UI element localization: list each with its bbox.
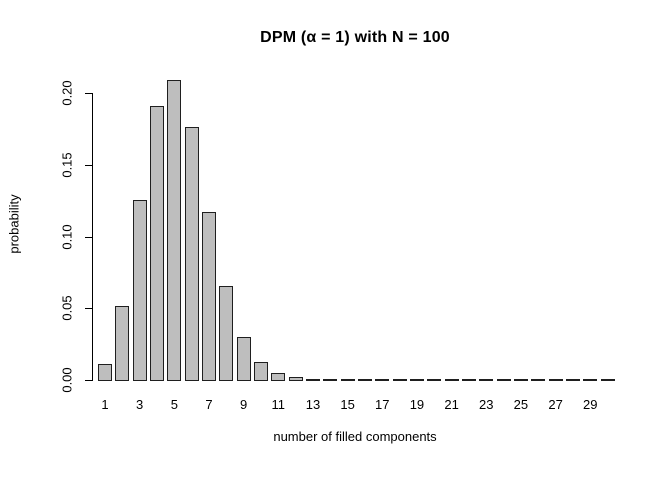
bar (445, 379, 459, 381)
bar (271, 373, 285, 381)
y-axis (92, 93, 93, 381)
bar (306, 379, 320, 381)
x-tick-label: 11 (271, 397, 286, 412)
y-axis-tick (85, 308, 92, 309)
bar (202, 212, 216, 381)
x-tick-label: 3 (136, 397, 144, 412)
x-tick-label: 15 (340, 397, 355, 412)
bar (150, 106, 164, 381)
bar (185, 127, 199, 381)
bar (549, 379, 563, 381)
x-axis-label: number of filled components (273, 429, 437, 444)
bar (566, 379, 580, 381)
bar (341, 379, 355, 381)
y-axis-tick (85, 237, 92, 238)
y-tick-label: 0.00 (59, 367, 75, 393)
bar (254, 362, 268, 381)
bar (427, 379, 441, 381)
y-axis-tick (85, 380, 92, 381)
bar (601, 379, 615, 381)
bar (583, 379, 597, 381)
x-tick-label: 19 (409, 397, 425, 412)
y-tick-label: 0.15 (59, 152, 75, 178)
bar (323, 379, 337, 381)
bar (219, 286, 233, 381)
y-axis-tick (85, 93, 92, 94)
x-tick-label: 7 (205, 397, 213, 412)
x-tick-label: 17 (375, 397, 390, 412)
bar (167, 80, 181, 381)
bar (237, 337, 251, 381)
y-tick-label: 0.10 (59, 224, 75, 250)
y-axis-tick (85, 165, 92, 166)
bar (133, 200, 147, 381)
x-tick-label: 13 (305, 397, 321, 412)
bar (462, 379, 476, 381)
bar (375, 379, 389, 381)
bar (358, 379, 372, 381)
bar (115, 306, 129, 381)
y-axis-label: probability (6, 194, 22, 254)
chart-title: DPM (α = 1) with N = 100 (260, 29, 450, 46)
x-tick-label: 27 (548, 397, 563, 412)
bar (514, 379, 528, 381)
y-tick-label: 0.05 (59, 295, 75, 321)
bar (289, 377, 303, 381)
x-tick-label: 21 (444, 397, 459, 412)
bar (479, 379, 493, 381)
x-tick-label: 5 (170, 397, 178, 412)
x-tick-label: 23 (479, 397, 494, 412)
bar (410, 379, 424, 381)
bar (98, 364, 112, 381)
bar (531, 379, 545, 381)
x-tick-label: 25 (513, 397, 529, 412)
x-tick-label: 1 (101, 397, 109, 412)
x-tick-label: 29 (583, 397, 598, 412)
x-tick-label: 9 (240, 397, 248, 412)
y-tick-label: 0.20 (59, 80, 75, 106)
bar (393, 379, 407, 381)
bar (497, 379, 511, 381)
